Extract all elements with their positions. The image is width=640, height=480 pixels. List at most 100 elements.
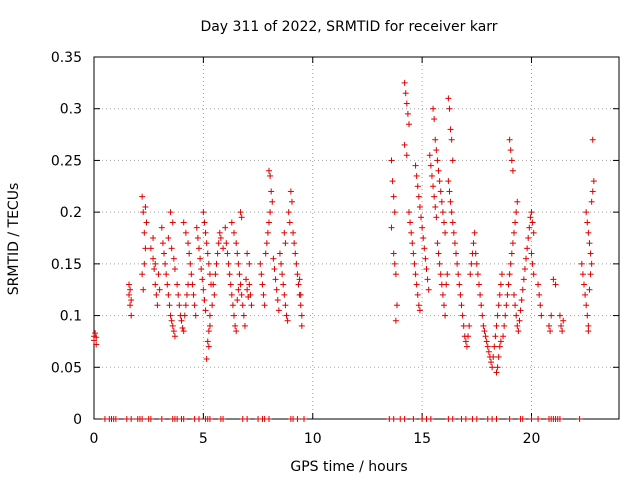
x-tick-label: 15 [413, 431, 431, 447]
data-point [288, 198, 295, 205]
data-point [127, 286, 134, 293]
data-point [227, 281, 234, 288]
data-point [471, 229, 478, 236]
data-point-zero [294, 416, 301, 422]
data-point [297, 302, 304, 309]
y-tick-label: 0.1 [60, 309, 82, 325]
data-point [436, 178, 443, 185]
data-point [468, 260, 475, 267]
data-point [247, 291, 254, 298]
data-point [202, 307, 209, 314]
data-point [244, 286, 251, 293]
data-point-zero [535, 416, 542, 422]
data-point [466, 322, 473, 329]
data-point [472, 250, 479, 257]
data-point [162, 260, 169, 267]
data-point [202, 229, 209, 236]
data-point [154, 302, 161, 309]
data-point [228, 291, 235, 298]
data-point [519, 286, 526, 293]
data-point [506, 271, 513, 278]
data-point-zero [180, 416, 187, 422]
data-point [439, 291, 446, 298]
data-point [91, 337, 97, 344]
data-point [298, 322, 305, 329]
data-point [402, 90, 409, 97]
data-point [169, 322, 176, 329]
data-point [170, 255, 177, 262]
data-point [181, 312, 188, 319]
x-axis-label: GPS time / hours [290, 459, 407, 475]
data-point [505, 281, 512, 288]
y-tick-label: 0.2 [60, 205, 82, 221]
data-point [171, 333, 178, 340]
data-point [511, 229, 517, 236]
data-point-zero [390, 416, 397, 422]
data-point [233, 240, 240, 247]
data-point [179, 324, 186, 331]
data-point [585, 328, 592, 335]
data-point [530, 271, 537, 278]
data-point [490, 353, 497, 360]
data-point [147, 245, 154, 252]
data-point [498, 271, 505, 278]
data-point [430, 183, 437, 190]
data-point-zero [528, 416, 535, 422]
data-point [141, 229, 148, 236]
data-point [588, 260, 595, 267]
data-point [411, 260, 418, 267]
data-point [188, 271, 195, 278]
data-point [211, 291, 218, 298]
data-point [508, 250, 515, 257]
data-point [231, 229, 237, 236]
grid-lines [94, 57, 619, 419]
data-point [276, 250, 283, 257]
data-point [453, 250, 460, 257]
data-point [528, 250, 535, 257]
data-point [497, 338, 504, 345]
data-point [199, 276, 206, 283]
data-point [586, 286, 593, 293]
data-point [404, 110, 411, 117]
data-point [459, 312, 466, 319]
data-point [267, 209, 274, 216]
data-point [434, 240, 441, 247]
data-point [431, 193, 438, 200]
data-point [583, 302, 590, 309]
data-point [246, 281, 253, 288]
data-point [164, 281, 171, 288]
data-point [530, 229, 537, 236]
data-point [462, 338, 469, 345]
data-point [521, 266, 528, 273]
data-point-zero [266, 416, 272, 422]
data-point [152, 260, 159, 267]
data-point [260, 291, 267, 298]
data-point [236, 271, 243, 278]
data-point [441, 302, 447, 309]
data-point [436, 260, 443, 267]
data-point [473, 260, 480, 267]
y-tick-label: 0.05 [51, 360, 82, 376]
data-point [513, 209, 520, 216]
data-point [281, 229, 288, 236]
data-point [225, 260, 232, 267]
data-point [205, 343, 212, 350]
data-point [525, 235, 532, 241]
data-point [278, 260, 285, 267]
data-point [163, 271, 170, 278]
data-point [263, 240, 270, 247]
data-point [210, 281, 217, 288]
data-point [502, 312, 509, 319]
data-point [589, 188, 596, 195]
data-point [401, 141, 408, 148]
data-point [419, 224, 426, 231]
data-point [507, 260, 514, 267]
data-point [143, 219, 150, 226]
data-point [139, 271, 146, 278]
data-point [446, 105, 453, 112]
data-point [391, 260, 398, 267]
data-point [142, 245, 149, 252]
data-point [185, 240, 192, 247]
data-point [285, 209, 292, 216]
data-point [491, 343, 498, 350]
